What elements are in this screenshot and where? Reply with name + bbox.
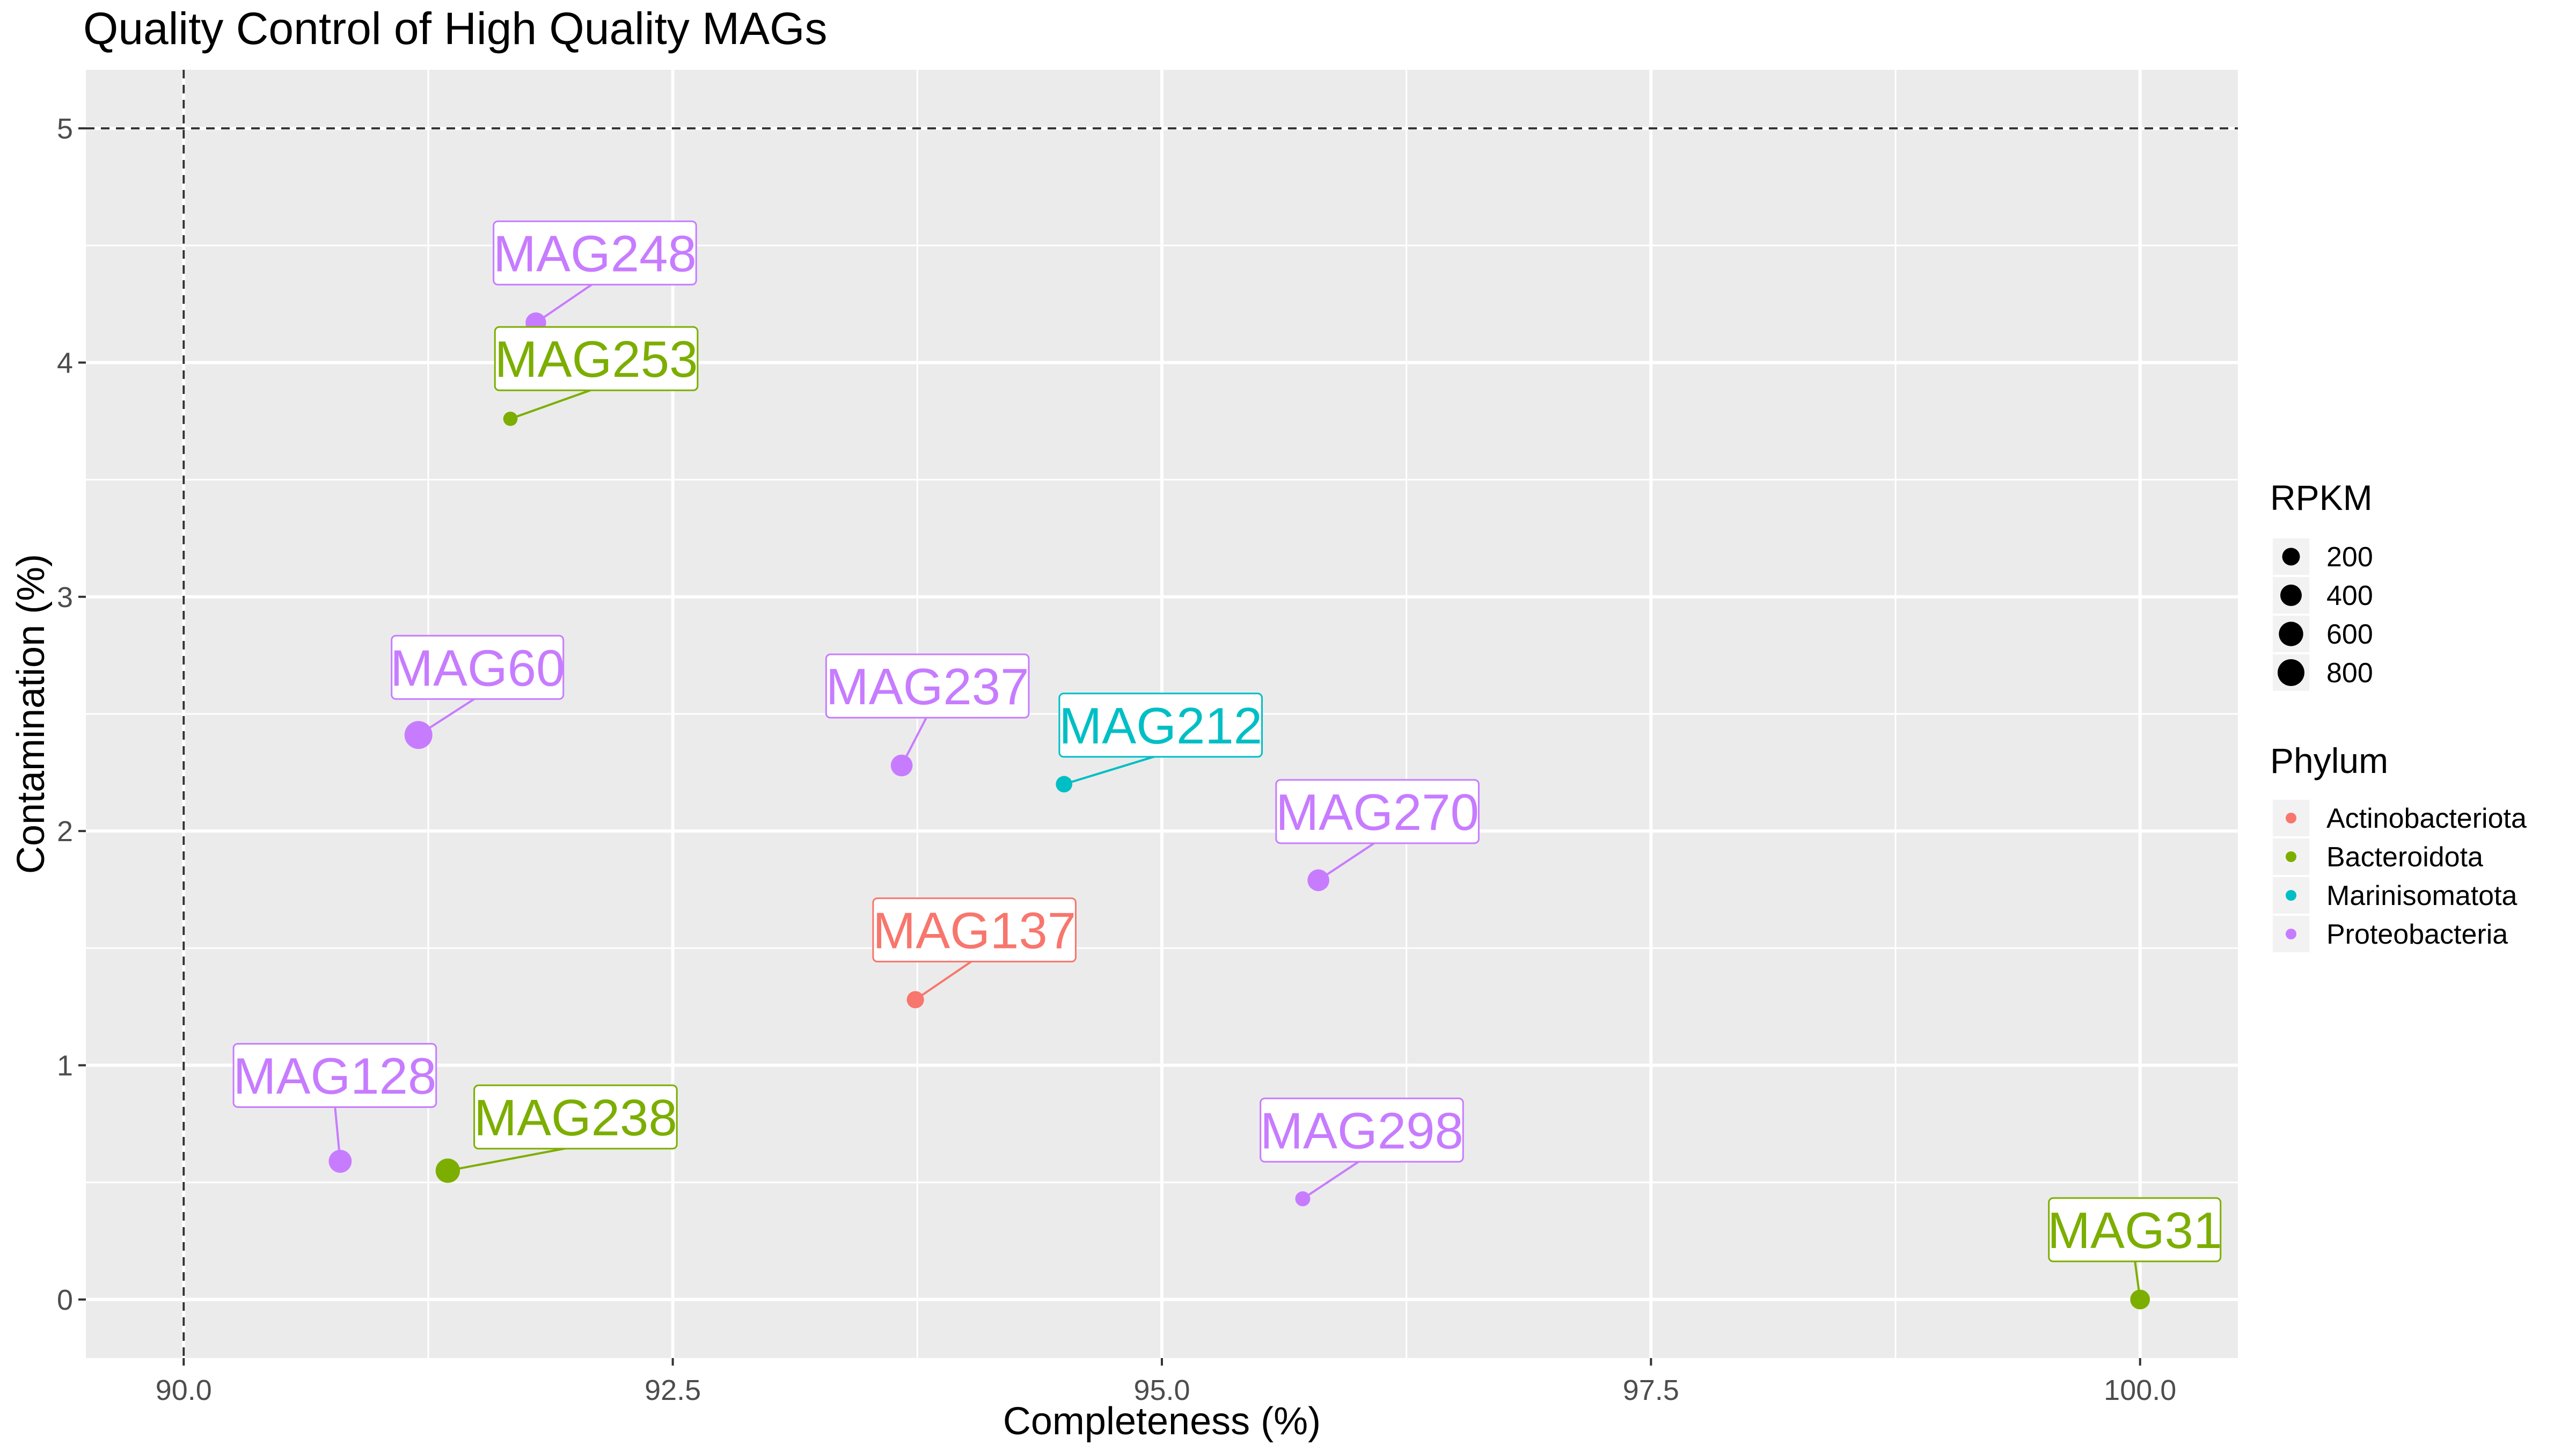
point-label: MAG248 <box>493 225 697 282</box>
data-points <box>328 312 2150 1310</box>
data-point <box>906 991 924 1009</box>
x-tick-label: 95.0 <box>1133 1374 1190 1406</box>
data-point <box>435 1158 460 1183</box>
size-legend-symbol <box>2282 548 2300 566</box>
y-tick-label: 4 <box>57 347 73 379</box>
y-axis-title: Contamination (%) <box>10 554 53 874</box>
y-tick-label: 5 <box>57 113 73 145</box>
point-label: MAG298 <box>1260 1102 1463 1159</box>
chart-title: Quality Control of High Quality MAGs <box>83 3 828 54</box>
y-tick-label: 2 <box>57 815 73 848</box>
size-legend-label: 200 <box>2326 542 2373 573</box>
point-label: MAG238 <box>474 1089 677 1147</box>
x-tick-label: 92.5 <box>645 1374 701 1406</box>
label-connector <box>1318 840 1378 881</box>
label-connector <box>448 1145 576 1172</box>
data-point <box>2130 1289 2150 1310</box>
point-label-box <box>473 1084 678 1150</box>
color-legend-label: Bacteroidota <box>2326 842 2483 873</box>
point-label-box <box>825 653 1030 719</box>
label-connector <box>510 387 597 420</box>
x-tick-label: 100.0 <box>2104 1374 2176 1406</box>
size-legend-title: RPKM <box>2270 478 2373 517</box>
point-label-box <box>1058 692 1263 758</box>
point-label-box <box>391 634 565 700</box>
label-connector <box>914 958 975 1001</box>
point-label-box <box>493 220 697 286</box>
color-legend-symbol <box>2286 813 2296 823</box>
point-label: MAG31 <box>2047 1202 2222 1259</box>
point-label-box <box>1275 779 1480 844</box>
size-legend-symbol <box>2278 659 2304 686</box>
point-label-box <box>232 1042 437 1108</box>
color-legend-title: Phylum <box>2270 741 2388 780</box>
color-legend-label: Proteobacteria <box>2326 919 2508 950</box>
data-point <box>503 411 518 426</box>
point-label: MAG212 <box>1059 697 1262 755</box>
color-legend-symbol <box>2286 929 2296 939</box>
x-axis-title: Completeness (%) <box>1003 1400 1321 1443</box>
data-point <box>1295 1191 1311 1207</box>
size-legend-label: 600 <box>2326 619 2373 650</box>
data-point <box>328 1150 352 1173</box>
y-tick-label: 3 <box>57 581 73 614</box>
point-label: MAG128 <box>233 1047 436 1105</box>
data-point <box>1056 776 1073 793</box>
size-legend-label: 800 <box>2326 658 2373 689</box>
point-label: MAG137 <box>873 902 1076 959</box>
point-label-box <box>2048 1197 2222 1263</box>
label-connector <box>1302 1158 1363 1200</box>
axes: 90.0 92.5 95.0 97.5 100.0 0 1 2 3 4 5 <box>57 113 2176 1406</box>
point-label: MAG270 <box>1276 784 1479 841</box>
legend: RPKM 200 400 600 800 Phylum Actinobacteriota Ba… <box>2270 478 2527 952</box>
size-legend-symbol <box>2279 622 2303 646</box>
y-tick-label: 1 <box>57 1050 73 1082</box>
color-legend-symbol <box>2286 890 2296 901</box>
data-point <box>1307 869 1329 892</box>
label-connector <box>1064 753 1161 785</box>
x-tick-label: 97.5 <box>1623 1374 1679 1406</box>
point-label-box <box>1260 1097 1464 1163</box>
color-legend-label: Marinisomatota <box>2326 880 2518 911</box>
point-label-box <box>494 326 699 391</box>
data-point <box>404 721 433 749</box>
size-legend-label: 400 <box>2326 580 2373 611</box>
size-legend-symbol <box>2280 585 2302 606</box>
label-connector <box>535 281 596 324</box>
color-legend-label: Actinobacteriota <box>2326 803 2527 834</box>
x-tick-label: 90.0 <box>156 1374 212 1406</box>
y-tick-label: 0 <box>57 1284 73 1316</box>
reference-lines <box>86 70 2238 1358</box>
point-label: MAG237 <box>826 658 1029 716</box>
point-label: MAG253 <box>495 331 698 388</box>
point-label: MAG60 <box>390 639 565 697</box>
point-label-box <box>872 897 1077 962</box>
color-legend-symbol <box>2286 851 2296 862</box>
data-point <box>890 754 913 777</box>
